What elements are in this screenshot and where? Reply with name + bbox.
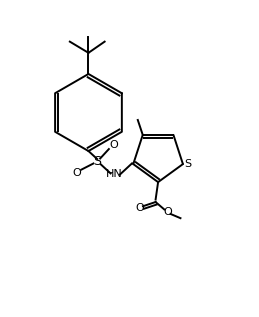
Text: O: O: [73, 168, 81, 178]
Text: O: O: [135, 203, 144, 213]
Text: S: S: [184, 159, 191, 169]
Text: HN: HN: [106, 169, 123, 179]
Text: O: O: [164, 207, 172, 217]
Text: S: S: [93, 155, 101, 168]
Text: O: O: [109, 139, 118, 150]
